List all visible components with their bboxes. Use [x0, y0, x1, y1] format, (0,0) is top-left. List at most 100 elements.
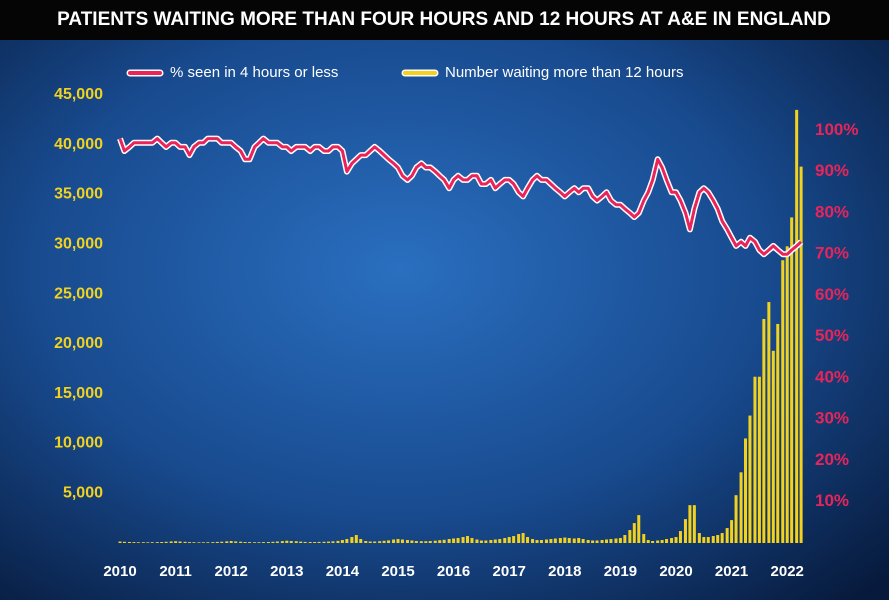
- bar: [512, 536, 516, 543]
- bar: [489, 540, 493, 543]
- bar: [595, 540, 599, 543]
- bar: [632, 523, 636, 543]
- bar: [447, 539, 451, 543]
- y-tick-label: 15,000: [54, 385, 103, 402]
- bar: [428, 541, 432, 543]
- y-tick-label: 40,000: [54, 136, 103, 153]
- y2-tick-label: 50%: [815, 326, 849, 345]
- bar: [132, 542, 136, 543]
- bar: [539, 540, 543, 543]
- bar: [141, 542, 145, 543]
- bar: [178, 541, 182, 543]
- bar: [799, 166, 803, 543]
- y-tick-label: 5,000: [63, 484, 103, 501]
- bar: [702, 537, 706, 543]
- bar: [507, 537, 511, 543]
- bar: [591, 540, 595, 543]
- bar: [243, 542, 247, 543]
- bar: [771, 350, 775, 543]
- bar: [711, 536, 715, 543]
- bar: [623, 535, 627, 543]
- bar: [146, 542, 150, 543]
- bar: [373, 541, 377, 543]
- bar: [424, 541, 428, 543]
- y2-tick-label: 60%: [815, 285, 849, 304]
- bar: [313, 542, 317, 543]
- bar: [340, 540, 344, 543]
- bar: [553, 538, 557, 543]
- bar: [535, 540, 539, 543]
- bar: [720, 533, 724, 543]
- bar: [322, 541, 326, 543]
- bar: [414, 541, 418, 543]
- bar: [586, 540, 590, 543]
- bar: [299, 541, 303, 543]
- bar: [308, 542, 312, 543]
- bar: [452, 538, 456, 543]
- bar: [327, 541, 331, 543]
- bar: [609, 539, 613, 543]
- y-tick-label: 20,000: [54, 335, 103, 352]
- bar: [642, 534, 646, 543]
- bar: [795, 109, 799, 544]
- bar: [220, 541, 224, 543]
- bar: [438, 540, 442, 543]
- bar: [118, 541, 122, 543]
- bar: [521, 533, 525, 543]
- y-tick-label: 30,000: [54, 236, 103, 253]
- legend-label: % seen in 4 hours or less: [170, 64, 338, 81]
- bar: [767, 302, 771, 543]
- bar: [577, 538, 581, 543]
- bar: [271, 541, 275, 543]
- bar: [396, 539, 400, 543]
- bar: [387, 540, 391, 543]
- bar: [739, 472, 743, 543]
- bar: [442, 539, 446, 543]
- bar: [234, 541, 238, 543]
- bar: [660, 540, 664, 543]
- bar: [475, 539, 479, 543]
- bar: [781, 260, 785, 543]
- bar: [188, 542, 192, 543]
- y2-tick-label: 40%: [815, 367, 849, 386]
- bar: [405, 540, 409, 543]
- legend-label: Number waiting more than 12 hours: [445, 64, 683, 81]
- bar: [790, 217, 794, 543]
- bar: [517, 534, 521, 543]
- bar: [567, 538, 571, 543]
- x-tick-label: 2011: [159, 563, 192, 580]
- bar: [614, 538, 618, 543]
- bar: [280, 541, 284, 543]
- x-tick-label: 2021: [715, 563, 748, 580]
- bar: [600, 540, 604, 543]
- bar: [479, 540, 483, 543]
- x-tick-label: 2018: [548, 563, 581, 580]
- bar: [192, 542, 196, 543]
- bar: [656, 540, 660, 543]
- y2-tick-label: 90%: [815, 161, 849, 180]
- bar: [127, 542, 131, 543]
- bar: [248, 542, 252, 543]
- x-tick-label: 2020: [659, 563, 692, 580]
- bar: [503, 538, 507, 543]
- bar: [201, 542, 205, 543]
- y-tick-label: 45,000: [54, 86, 103, 103]
- bar: [544, 539, 548, 543]
- x-tick-label: 2010: [103, 563, 136, 580]
- bar: [688, 505, 692, 543]
- y2-tick-label: 80%: [815, 202, 849, 221]
- bar: [410, 540, 414, 543]
- bar: [289, 541, 293, 543]
- bar: [225, 541, 229, 543]
- chart-title: PATIENTS WAITING MORE THAN FOUR HOURS AN…: [57, 9, 831, 30]
- bar: [757, 376, 761, 543]
- bar: [354, 535, 358, 543]
- bar: [257, 542, 261, 543]
- y-tick-label: 10,000: [54, 435, 103, 452]
- x-tick-label: 2014: [326, 563, 360, 580]
- bar: [748, 415, 752, 543]
- bar: [466, 536, 470, 543]
- bar: [229, 541, 233, 543]
- bar: [266, 542, 270, 543]
- bar: [572, 538, 576, 543]
